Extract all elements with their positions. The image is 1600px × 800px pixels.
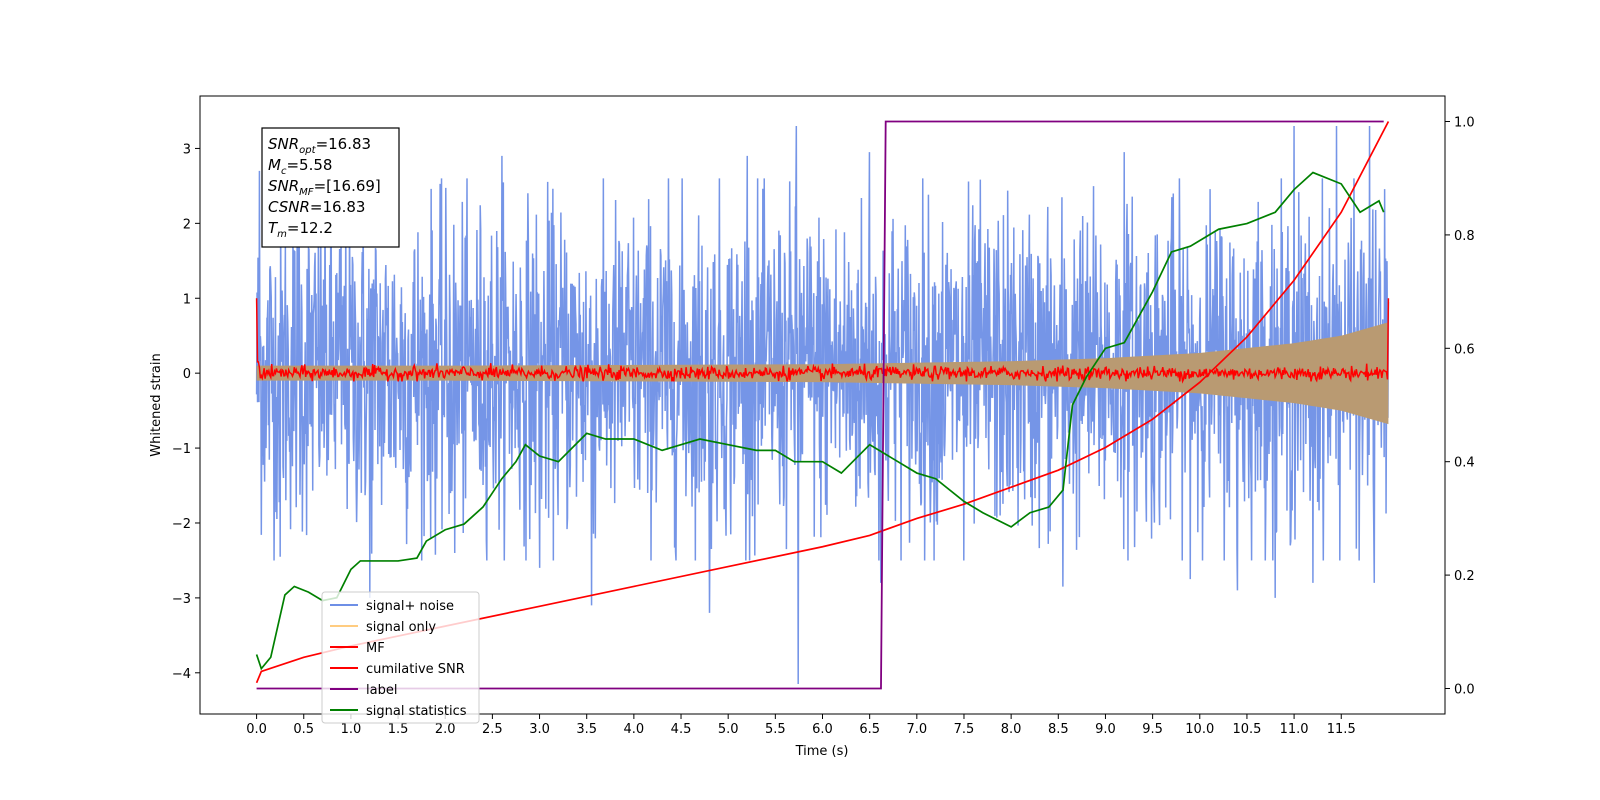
x-tick-label: 0.5 [293,722,314,737]
annotation-line: CSNR=16.83 [268,198,365,216]
legend-frame [321,591,480,724]
annotation-frame [261,127,400,248]
y-tick-label: 2 [183,217,191,232]
x-tick-label: 1.5 [388,722,409,737]
series-signal-statistics-line [255,171,1385,671]
x-tick-label: 4.0 [624,722,645,737]
x-tick-label: 1.0 [341,722,362,737]
y-tick-label: −4 [172,667,191,682]
x-tick-label: 9.0 [1095,722,1116,737]
x-tick-label: 8.5 [1048,722,1069,737]
legend-label: signal only [366,620,436,635]
y-tick-label: −3 [172,592,191,607]
y2-tick-label: 0.4 [1454,456,1475,471]
x-tick-label: 7.5 [954,722,975,737]
annotation-box: SNRopt=16.83Mc=5.58SNRMF=[16.69]CSNR=16.… [261,127,400,248]
x-tick-label: 9.5 [1142,722,1163,737]
annotation-line: Tm=12.2 [268,219,333,240]
legend-label: MF [366,641,385,656]
x-tick-label: 6.0 [812,722,833,737]
legend-label: cumilative SNR [366,662,465,677]
y-tick-label: −2 [172,517,191,532]
x-tick-label: 11.0 [1280,722,1309,737]
x-tick-label: 11.5 [1327,722,1356,737]
x-tick-label: 0.0 [246,722,267,737]
x-tick-label: 10.5 [1232,722,1261,737]
x-tick-label: 3.0 [529,722,550,737]
y2-tick-label: 0.8 [1454,229,1475,244]
legend-label: signal+ noise [366,599,454,614]
legend: signal+ noise signal only MF cumilative SNR… [321,591,480,724]
x-tick-label: 6.5 [859,722,880,737]
x-tick-label: 7.0 [906,722,927,737]
y2-tick-label: 1.0 [1454,116,1475,131]
annotation-line: SNRopt=16.83 [268,135,371,156]
annotation-line: SNRMF=[16.69] [268,177,381,198]
x-tick-label: 8.0 [1001,722,1022,737]
x-tick-label: 5.5 [765,722,786,737]
x-tick-label: 10.0 [1185,722,1214,737]
series-signal-noise-line [255,125,1390,685]
legend-label: label [366,683,397,698]
series-label-line [256,120,1384,690]
y-axis-right: 0.0 0.2 0.4 0.6 0.8 1.0 [1445,116,1475,697]
y2-tick-label: 0.6 [1454,342,1475,357]
x-tick-label: 4.5 [671,722,692,737]
series-mf-line [255,298,1390,384]
x-tick-label: 2.5 [482,722,503,737]
x-tick-label: 3.5 [576,722,597,737]
x-axis: 0.0 0.5 1.0 1.5 2.0 2.5 3.0 3.5 4.0 4.5 5.0 5.5 6.0 6… [246,714,1356,737]
y-axis-left: −4 −3 −2 −1 0 1 2 3 [172,142,200,682]
x-axis-label: Time (s) [795,744,849,759]
x-tick-label: 2.0 [435,722,456,737]
y-axis-label: Whitened strain [149,353,164,456]
y-tick-label: 1 [183,292,191,307]
legend-label: signal statistics [366,704,467,719]
x-tick-label: 5.0 [718,722,739,737]
y-tick-label: 3 [183,142,191,157]
y-tick-label: 0 [183,367,191,382]
y2-tick-label: 0.0 [1454,682,1475,697]
y-tick-label: −1 [172,442,191,457]
annotation-line: Mc=5.58 [268,156,332,177]
y2-tick-label: 0.2 [1454,569,1475,584]
